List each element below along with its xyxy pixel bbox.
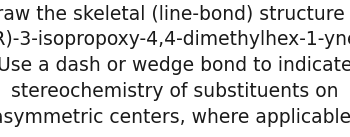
- Text: Use a dash or wedge bond to indicate: Use a dash or wedge bond to indicate: [0, 56, 350, 75]
- Text: stereochemistry of substituents on: stereochemistry of substituents on: [11, 82, 339, 101]
- Text: asymmetric centers, where applicable.: asymmetric centers, where applicable.: [0, 108, 350, 127]
- Text: Draw the skeletal (line-bond) structure of: Draw the skeletal (line-bond) structure …: [0, 4, 350, 23]
- Text: (R)-3-isopropoxy-4,4-dimethylhex-1-yne.: (R)-3-isopropoxy-4,4-dimethylhex-1-yne.: [0, 30, 350, 49]
